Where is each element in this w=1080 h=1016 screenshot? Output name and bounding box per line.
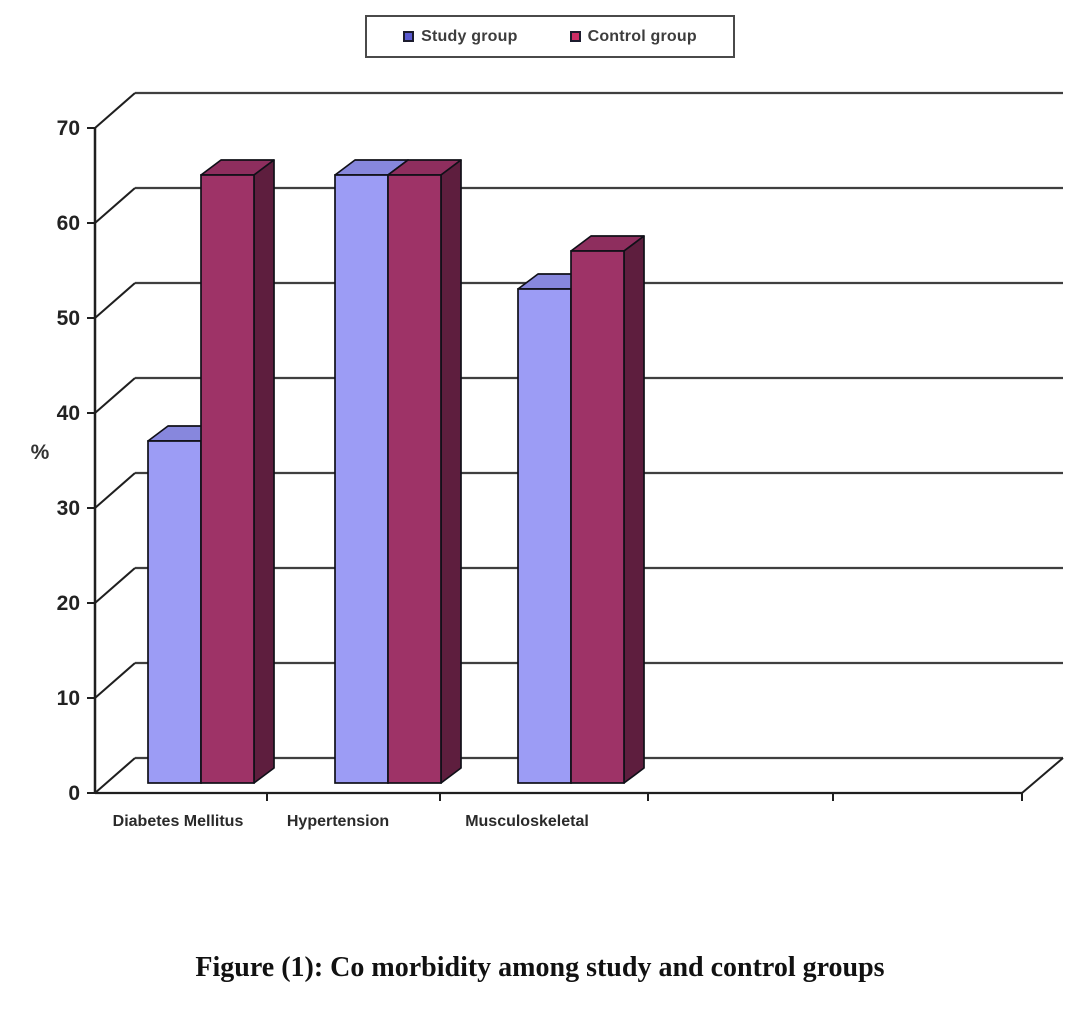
y-tick-label-10: 10 bbox=[57, 687, 80, 710]
study-group-legend-label: Study group bbox=[421, 27, 518, 45]
y-tick-label-20: 20 bbox=[57, 592, 80, 615]
legend-item-study-group: Study group bbox=[403, 28, 517, 46]
gridline-connector-0 bbox=[94, 757, 136, 794]
gridline-connector-40 bbox=[94, 377, 136, 414]
bar-study-group-hypertension bbox=[334, 174, 389, 784]
y-tick-label-50: 50 bbox=[57, 307, 80, 330]
gridline-connector-60 bbox=[94, 187, 136, 224]
y-axis-label: % bbox=[31, 441, 50, 464]
y-tick-label-70: 70 bbox=[57, 117, 80, 140]
study-group-legend-marker-icon bbox=[403, 31, 415, 42]
y-tick-label-60: 60 bbox=[57, 212, 80, 235]
bar-side-control-group-musculoskeletal bbox=[623, 235, 645, 784]
y-tick-label-40: 40 bbox=[57, 402, 80, 425]
legend-item-control-group: Control group bbox=[569, 27, 697, 46]
gridline-connector-70 bbox=[94, 92, 136, 129]
category-label-hypertension: Hypertension bbox=[287, 813, 389, 830]
control-group-legend-label: Control group bbox=[587, 27, 697, 45]
floor-right-edge bbox=[1021, 757, 1064, 794]
gridline-connector-30 bbox=[94, 472, 136, 509]
bar-study-group-diabetes-mellitus bbox=[147, 440, 202, 784]
category-label-diabetes-mellitus: Diabetes Mellitus bbox=[113, 813, 244, 830]
bar-side-control-group-hypertension bbox=[440, 159, 462, 784]
control-group-legend-marker-icon bbox=[569, 31, 581, 42]
figure-caption: Figure (1): Co morbidity among study and… bbox=[195, 952, 885, 983]
gridline-connector-20 bbox=[94, 567, 136, 604]
bar-study-group-musculoskeletal bbox=[517, 288, 572, 784]
bar-control-group-musculoskeletal bbox=[570, 250, 625, 784]
category-label-musculoskeletal: Musculoskeletal bbox=[465, 813, 589, 830]
bar-side-control-group-diabetes-mellitus bbox=[253, 159, 275, 784]
bar-control-group-diabetes-mellitus bbox=[200, 174, 255, 784]
y-tick-label-30: 30 bbox=[57, 497, 80, 520]
gridline-connector-50 bbox=[94, 282, 136, 319]
chart-legend: Study group Control group bbox=[365, 15, 735, 58]
gridline-connector-10 bbox=[94, 662, 136, 699]
y-tick-label-0: 0 bbox=[68, 782, 80, 805]
bar-control-group-hypertension bbox=[387, 174, 442, 784]
